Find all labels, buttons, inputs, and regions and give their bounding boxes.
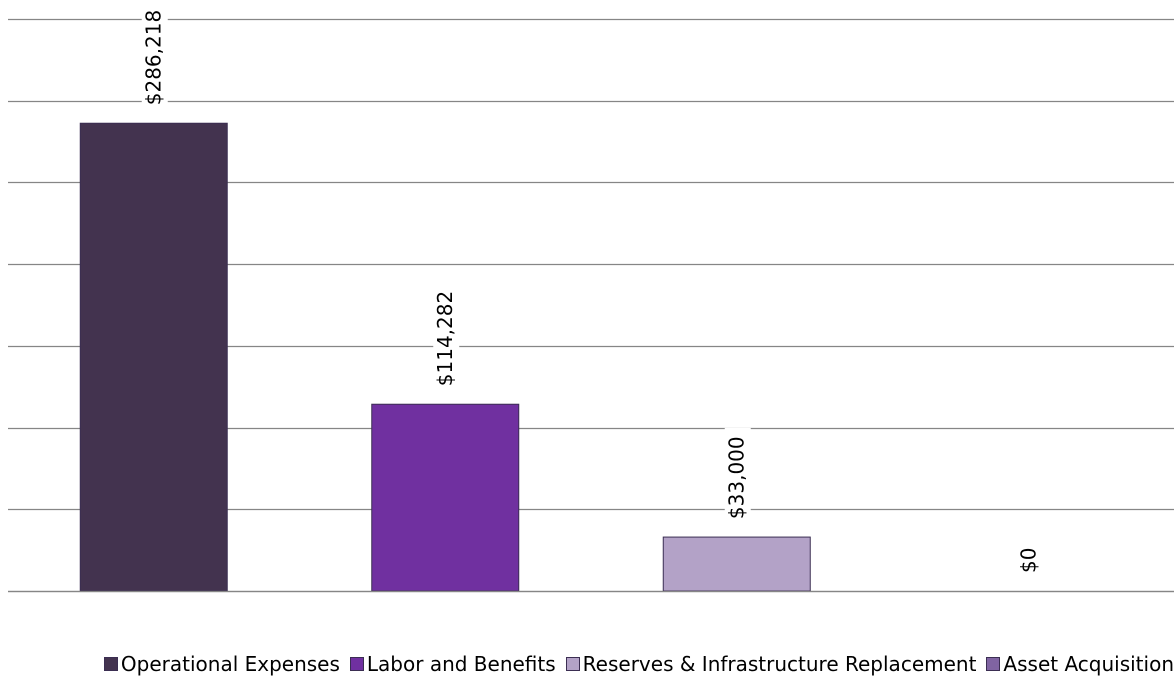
- legend-item-operational-expenses: Operational Expenses: [103, 652, 340, 676]
- data-label-bg: [724, 427, 751, 526]
- legend-item-reserves: Reserves & Infrastructure Replacement: [565, 652, 977, 676]
- data-label: $114,282: [433, 291, 457, 386]
- chart-plot-area: $286,218 $114,282 $33,000 $0: [8, 2, 1174, 593]
- data-label: $33,000: [725, 436, 749, 519]
- data-label: $0: [1016, 548, 1040, 573]
- legend-swatch: [986, 657, 1001, 671]
- legend-label: Labor and Benefits: [366, 652, 556, 676]
- data-label-bg: [433, 283, 460, 393]
- legend-label: Asset Acquisition: [1003, 652, 1174, 676]
- bar-1: [371, 403, 520, 592]
- legend-swatch: [565, 657, 580, 671]
- legend-item-asset-acquisition: Asset Acquisition: [986, 652, 1174, 676]
- data-label: $286,218: [142, 10, 166, 105]
- legend-label: Reserves & Infrastructure Replacement: [582, 652, 977, 676]
- legend-swatch: [349, 657, 364, 671]
- data-label-bg: [141, 2, 168, 112]
- legend-swatch: [103, 657, 118, 671]
- legend-item-labor-and-benefits: Labor and Benefits: [349, 652, 556, 676]
- bar-0: [79, 122, 228, 592]
- bar-2: [662, 536, 811, 592]
- legend-label: Operational Expenses: [120, 652, 340, 676]
- data-label-bg: [1016, 539, 1043, 579]
- chart-legend: Operational Expenses Labor and Benefits …: [0, 651, 1174, 677]
